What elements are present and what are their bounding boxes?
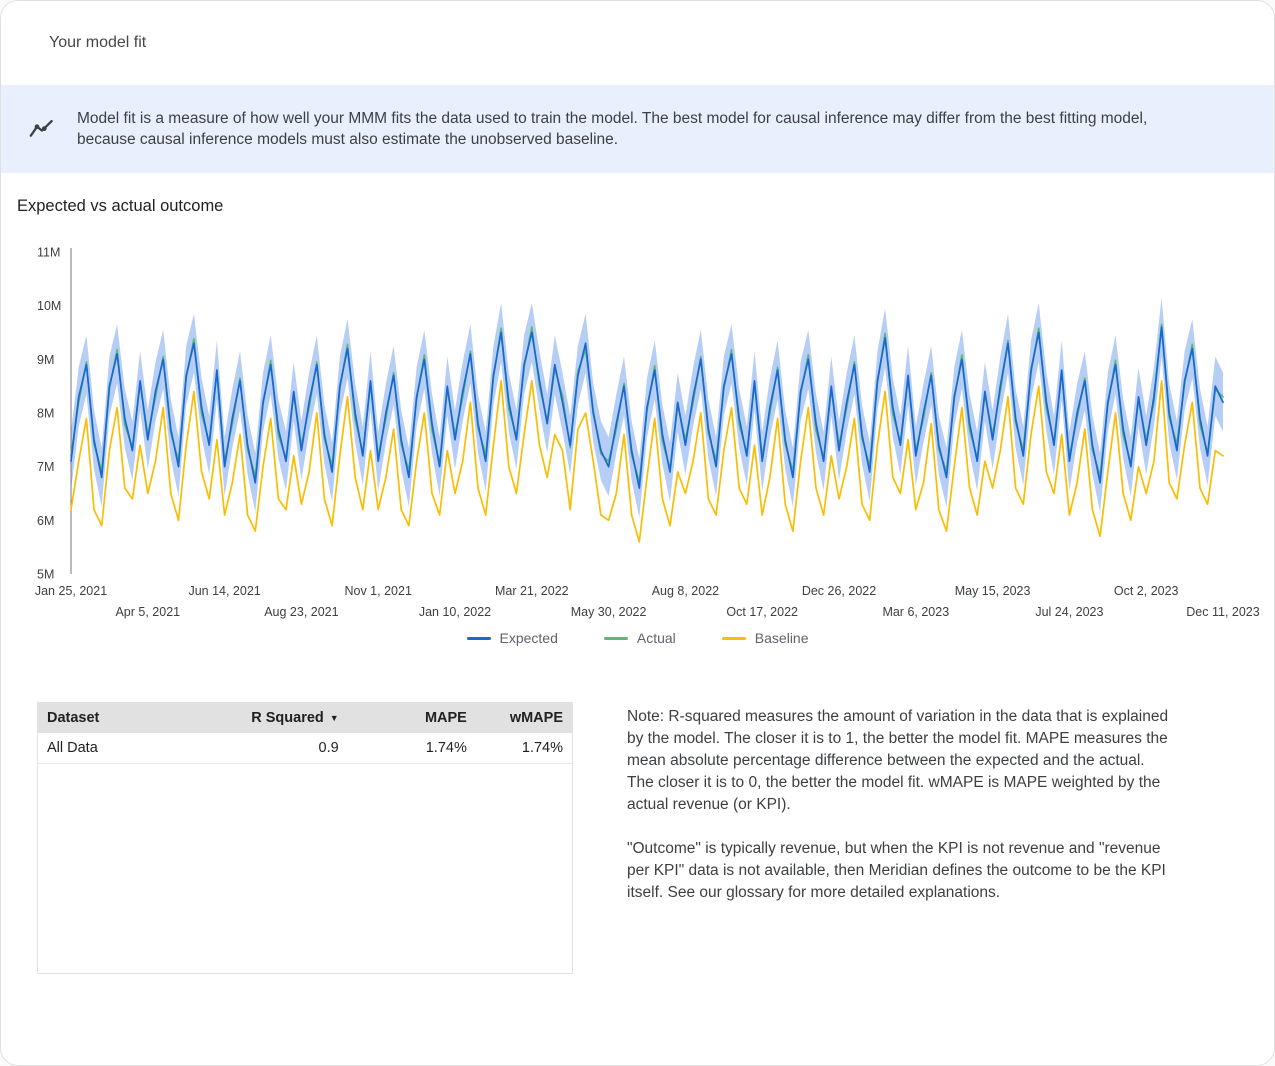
x-tick-label: Mar 6, 2023 xyxy=(882,605,949,619)
legend-swatch-actual xyxy=(603,636,628,640)
col-header-mape: MAPE xyxy=(347,703,476,733)
cell-dataset: All Data xyxy=(38,733,204,764)
chart-section-title: Expected vs actual outcome xyxy=(17,197,224,215)
trend-icon xyxy=(28,116,55,143)
x-tick-label: Apr 5, 2021 xyxy=(115,605,180,619)
x-tick-label: Aug 8, 2022 xyxy=(652,584,719,598)
y-tick-label: 9M xyxy=(37,353,54,367)
x-tick-label: Nov 1, 2021 xyxy=(344,584,411,598)
banner-text: Model fit is a measure of how well your … xyxy=(77,109,1148,149)
legend-label: Baseline xyxy=(754,630,809,646)
x-tick-label: Mar 21, 2022 xyxy=(495,584,569,598)
series-line-expected xyxy=(70,326,1224,489)
x-tick-label: Dec 11, 2023 xyxy=(1186,605,1259,619)
col-header-r-squared[interactable]: R Squared ▼ xyxy=(203,703,348,733)
legend-label: Actual xyxy=(636,630,676,646)
x-tick-label: Jun 14, 2021 xyxy=(188,584,260,598)
chart-svg: 11M 10M 9M 8M 7M 6M 5M Jan 25, 2021 Apr 5, 2021 J… xyxy=(35,246,1260,620)
x-tick-label: Oct 17, 2022 xyxy=(726,605,798,619)
y-tick-label: 5M xyxy=(37,568,54,582)
legend-swatch-expected xyxy=(466,636,491,640)
x-tick-label: Oct 2, 2023 xyxy=(1114,584,1179,598)
legend-item-baseline: Baseline xyxy=(721,630,809,646)
dataset-table: Dataset R Squared ▼ MAPE wMAPE All Data 0… xyxy=(37,702,573,974)
page-header: Your model fit xyxy=(1,1,1274,85)
model-fit-chart: 11M 10M 9M 8M 7M 6M 5M Jan 25, 2021 Apr 5, 2021 J… xyxy=(1,216,1274,647)
legend-swatch-baseline xyxy=(721,636,746,640)
col-header-dataset: Dataset xyxy=(38,703,204,733)
y-tick-label: 6M xyxy=(37,514,54,528)
col-header-r-squared-label: R Squared xyxy=(251,710,324,726)
cell-r-squared: 0.9 xyxy=(203,733,348,764)
bottom-section: Dataset R Squared ▼ MAPE wMAPE All Data 0… xyxy=(1,702,1274,974)
notes: Note: R-squared measures the amount of v… xyxy=(627,702,1175,926)
y-tick-label: 10M xyxy=(37,299,61,313)
x-tick-label: Jan 25, 2021 xyxy=(35,584,107,598)
cell-mape: 1.74% xyxy=(347,733,476,764)
y-tick-label: 8M xyxy=(37,407,54,421)
x-tick-label: Dec 26, 2022 xyxy=(802,584,876,598)
legend-label: Expected xyxy=(499,630,558,646)
legend-item-actual: Actual xyxy=(603,630,676,646)
note-paragraph-2: "Outcome" is typically revenue, but when… xyxy=(627,840,1166,901)
note-paragraph-1: Note: R-squared measures the amount of v… xyxy=(627,708,1169,813)
x-tick-label: May 15, 2023 xyxy=(955,584,1031,598)
col-header-wmape: wMAPE xyxy=(475,703,572,733)
x-tick-label: Jan 10, 2022 xyxy=(419,605,491,619)
sort-desc-icon[interactable]: ▼ xyxy=(329,713,339,724)
legend-item-expected: Expected xyxy=(466,630,558,646)
x-tick-label: Aug 23, 2021 xyxy=(264,605,338,619)
y-tick-label: 11M xyxy=(37,246,60,260)
series-line-baseline xyxy=(70,379,1224,543)
info-banner: Model fit is a measure of how well your … xyxy=(1,85,1274,173)
x-tick-label: Jul 24, 2023 xyxy=(1035,605,1103,619)
y-tick-label: 7M xyxy=(37,460,54,474)
page-title: Your model fit xyxy=(49,34,147,51)
cell-wmape: 1.74% xyxy=(475,733,572,764)
table-row: All Data 0.9 1.74% 1.74% xyxy=(38,733,572,764)
x-tick-label: May 30, 2022 xyxy=(571,605,647,619)
table-header-row: Dataset R Squared ▼ MAPE wMAPE xyxy=(38,703,572,733)
chart-legend: Expected Actual Baseline xyxy=(37,630,1238,646)
